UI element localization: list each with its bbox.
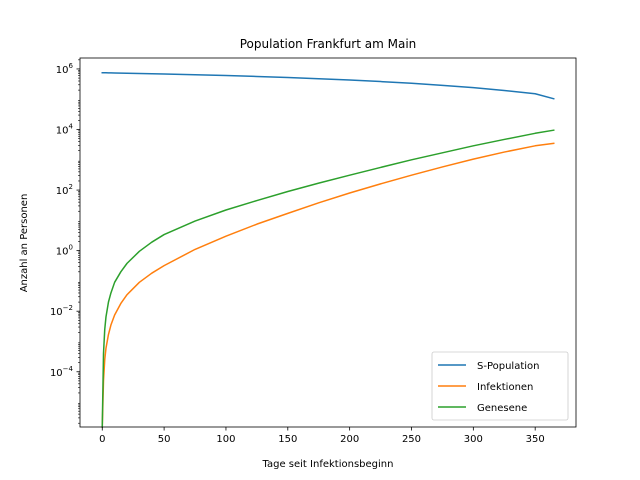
x-axis: 0 50 100 150 200 250 300 350 — [99, 427, 545, 445]
y-tick-base: 10 — [50, 368, 63, 379]
legend-label-0: S-Population — [477, 361, 540, 372]
plot-area — [79, 57, 577, 428]
series-line-2 — [101, 129, 555, 428]
y-tick-exponent: −4 — [63, 365, 74, 373]
y-tick-exponent: 4 — [69, 123, 74, 131]
y-tick-base: 10 — [56, 186, 69, 197]
series-layer — [101, 71, 555, 428]
y-axis-label: Anzahl an Personen — [19, 194, 30, 293]
y-tick-exponent: −2 — [63, 304, 73, 312]
legend-label-2: Genesene — [477, 403, 527, 414]
legend: S-Population Infektionen Genesene — [431, 351, 569, 421]
y-tick-base: 10 — [56, 247, 69, 258]
series-line-0 — [101, 71, 555, 100]
legend-label-1: Infektionen — [477, 382, 533, 393]
y-tick-base: 10 — [56, 126, 69, 137]
legend-box — [431, 351, 569, 421]
x-tick-label: 350 — [526, 434, 545, 445]
x-tick-label: 300 — [464, 434, 483, 445]
series-line-1 — [101, 142, 555, 428]
y-tick-label: 10−4 — [50, 365, 74, 379]
y-tick-exponent: 2 — [69, 183, 73, 191]
x-tick-label: 200 — [340, 434, 359, 445]
y-tick-label: 102 — [56, 183, 73, 197]
x-axis-label: Tage seit Infektionsbeginn — [262, 459, 394, 470]
y-tick-base: 10 — [56, 65, 69, 76]
axes-frame — [79, 57, 577, 428]
y-tick-exponent: 6 — [69, 62, 74, 70]
y-tick-exponent: 0 — [69, 244, 73, 252]
chart-title: Population Frankfurt am Main — [240, 37, 417, 51]
y-tick-label: 106 — [56, 62, 74, 76]
x-tick-label: 50 — [158, 434, 171, 445]
y-tick-label: 100 — [56, 244, 73, 258]
x-tick-label: 100 — [216, 434, 235, 445]
y-tick-label: 104 — [56, 123, 74, 137]
x-tick-label: 0 — [99, 434, 105, 445]
x-tick-label: 250 — [402, 434, 421, 445]
y-tick-label: 10−2 — [50, 304, 73, 318]
y-tick-base: 10 — [50, 307, 63, 318]
x-tick-label: 150 — [278, 434, 297, 445]
